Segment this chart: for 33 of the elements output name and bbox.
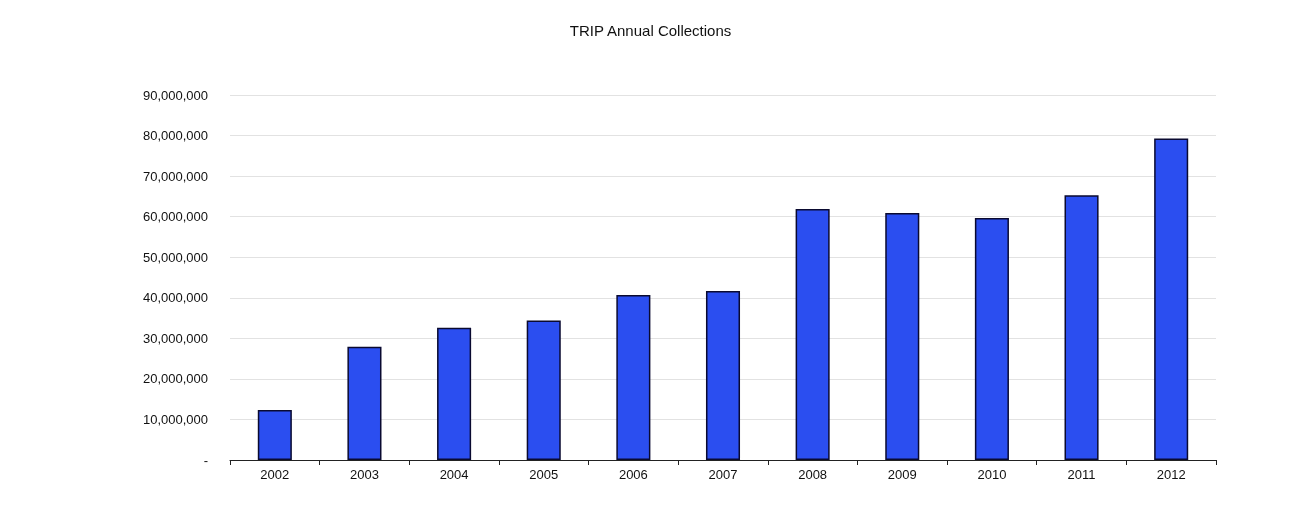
- bar: [257, 410, 292, 460]
- x-tick-label: 2011: [1067, 467, 1096, 482]
- x-tick-label: 2012: [1156, 467, 1186, 482]
- bar: [705, 290, 741, 460]
- y-tick-label: -: [203, 452, 208, 468]
- bar: [885, 213, 920, 460]
- y-tick-label: 10,000,000: [142, 411, 208, 427]
- y-tick-label: 50,000,000: [142, 249, 208, 265]
- bar: [437, 327, 472, 460]
- bar: [795, 208, 830, 460]
- bar: [347, 346, 382, 460]
- x-tick-label: 2008: [798, 467, 828, 482]
- bar: [974, 217, 1009, 460]
- x-tick-label: 2003: [349, 467, 379, 482]
- x-tick-label: 2009: [887, 467, 917, 482]
- y-tick-label: 20,000,000: [142, 371, 208, 387]
- bar: [526, 320, 561, 460]
- y-tick-label: 90,000,000: [142, 87, 208, 103]
- y-tick-label: 80,000,000: [142, 128, 208, 144]
- y-tick-label: 40,000,000: [142, 290, 208, 306]
- x-tick-label: 2004: [439, 467, 469, 482]
- y-tick-label: 60,000,000: [142, 209, 208, 225]
- bar: [1064, 195, 1099, 460]
- bar: [1154, 138, 1189, 460]
- x-tick-label: 2006: [618, 467, 648, 482]
- chart-title: TRIP Annual Collections: [569, 22, 732, 39]
- x-tick-label: 2005: [529, 467, 559, 482]
- x-tick-label: 2002: [260, 467, 290, 482]
- y-tick-label: 70,000,000: [142, 168, 208, 184]
- y-tick-label: 30,000,000: [142, 330, 208, 346]
- bar: [616, 294, 651, 460]
- x-tick-label: 2010: [977, 467, 1007, 482]
- x-tick-label: 2007: [708, 467, 738, 482]
